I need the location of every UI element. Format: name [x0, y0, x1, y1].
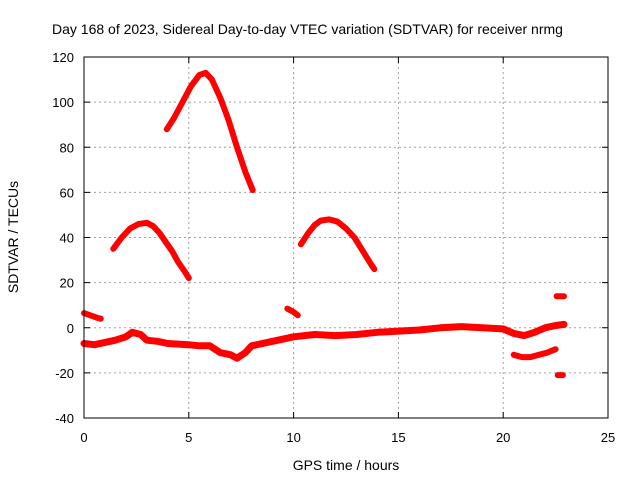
series-arc-midday [297, 216, 378, 273]
series-segment-start [81, 310, 104, 322]
y-axis-label: SDTVAR / TECUs [5, 181, 21, 293]
series-arc-high-peak [163, 69, 256, 194]
y-tick-label: -40 [55, 411, 74, 426]
x-tick-label: 5 [185, 430, 192, 445]
y-tick-label: 100 [52, 95, 74, 110]
data-series [80, 69, 568, 379]
x-tick-label: 0 [80, 430, 87, 445]
y-tick-label: 40 [60, 231, 74, 246]
series-baseline [80, 320, 568, 362]
y-tick-label: 80 [60, 140, 74, 155]
y-tick-labels: -40 -20 0 20 40 60 80 100 120 [52, 50, 74, 426]
y-tick-label: 60 [60, 185, 74, 200]
x-tick-label: 15 [391, 430, 405, 445]
chart-title: Day 168 of 2023, Sidereal Day-to-day VTE… [52, 21, 563, 37]
plot-frame [83, 56, 609, 419]
series-arc-morning [110, 219, 192, 282]
grid [84, 57, 608, 418]
x-tick-label: 10 [286, 430, 300, 445]
x-tick-label: 20 [496, 430, 510, 445]
x-axis-label: GPS time / hours [293, 457, 400, 473]
x-tick-labels: 0 5 10 15 20 25 [80, 430, 615, 445]
series-segment-21h [510, 346, 559, 361]
x-tick-label: 25 [601, 430, 615, 445]
y-tick-label: 20 [60, 276, 74, 291]
series-segment-10h [284, 305, 301, 319]
y-tick-label: 120 [52, 50, 74, 65]
y-tick-label: -20 [55, 366, 74, 381]
y-tick-label: 0 [67, 321, 74, 336]
